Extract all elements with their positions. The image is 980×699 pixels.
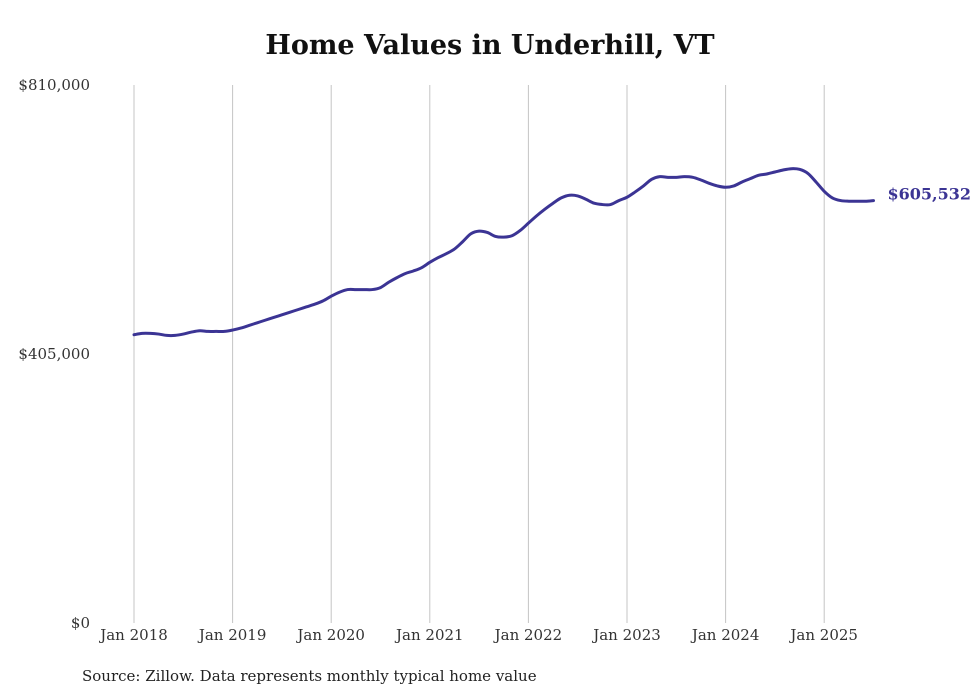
gridlines — [133, 85, 825, 623]
series-line — [132, 167, 875, 338]
x-axis: Jan 2018 Jan 2019 Jan 2020 Jan 2021 Jan 2022… — [98, 626, 858, 644]
x-tick-label: Jan 2022 — [493, 626, 563, 644]
y-tick-label: $0 — [71, 614, 90, 632]
chart-title: Home Values in Underhill, VT — [265, 30, 715, 61]
x-tick-label: Jan 2025 — [788, 626, 858, 644]
series: $605,532 — [132, 167, 972, 338]
y-tick-label: $810,000 — [18, 76, 90, 94]
x-tick-label: Jan 2018 — [98, 626, 168, 644]
x-tick-label: Jan 2019 — [197, 626, 267, 644]
source-note: Source: Zillow. Data represents monthly … — [82, 667, 537, 685]
end-value-label: $605,532 — [888, 185, 972, 204]
y-tick-label: $405,000 — [18, 345, 90, 363]
y-axis: $810,000 $405,000 $0 — [18, 76, 90, 632]
x-tick-label: Jan 2021 — [394, 626, 464, 644]
x-tick-label: Jan 2023 — [591, 626, 661, 644]
x-tick-label: Jan 2020 — [295, 626, 365, 644]
x-tick-label: Jan 2024 — [690, 626, 760, 644]
